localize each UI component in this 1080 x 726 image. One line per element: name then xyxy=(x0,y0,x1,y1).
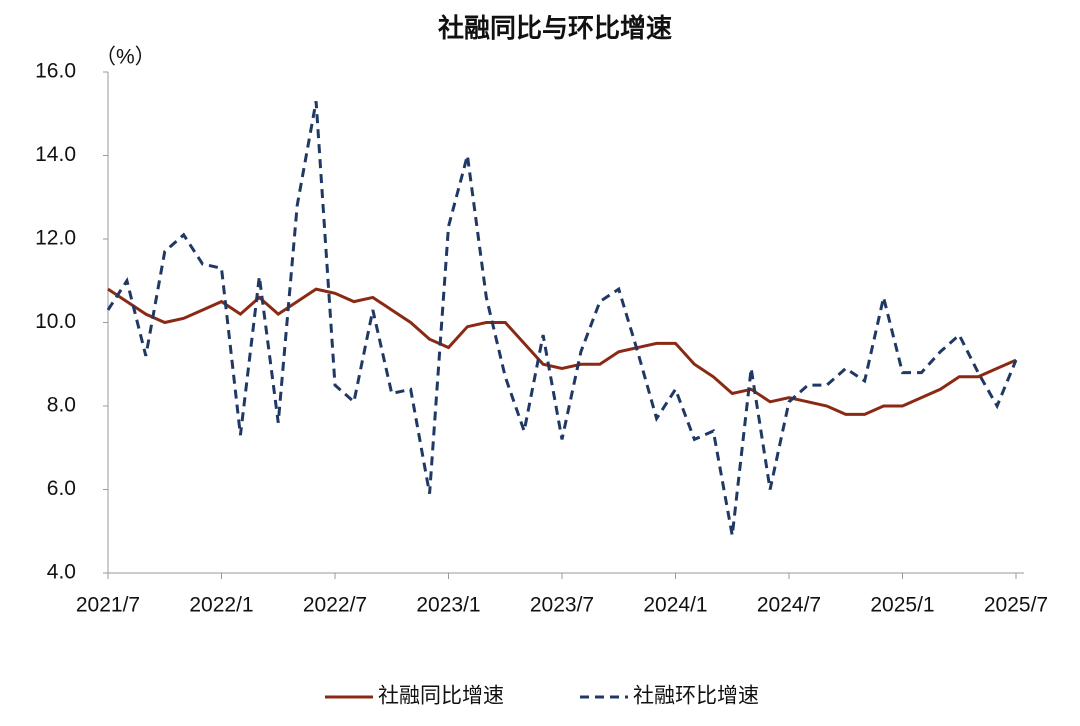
legend-label: 社融环比增速 xyxy=(633,685,759,708)
y-tick-label: 10.0 xyxy=(35,310,76,333)
x-tick-label: 2023/1 xyxy=(416,594,480,617)
y-tick-label: 12.0 xyxy=(35,227,76,250)
legend-label: 社融同比增速 xyxy=(378,685,504,708)
y-tick-label: 4.0 xyxy=(47,561,76,584)
x-tick-label: 2022/1 xyxy=(189,594,253,617)
x-tick-label: 2021/7 xyxy=(76,594,140,617)
y-tick-label: 8.0 xyxy=(47,394,76,417)
y-tick-label: 6.0 xyxy=(47,477,76,500)
x-tick-label: 2024/7 xyxy=(757,594,821,617)
x-tick-label: 2022/7 xyxy=(303,594,367,617)
x-tick-label: 2024/1 xyxy=(643,594,707,617)
x-tick-label: 2025/1 xyxy=(870,594,934,617)
y-tick-label: 16.0 xyxy=(35,60,76,83)
series-line xyxy=(106,100,1018,536)
series-line xyxy=(107,287,1017,416)
chart-title: 社融同比与环比增速 xyxy=(438,13,672,43)
x-tick-label: 2023/7 xyxy=(530,594,594,617)
y-unit: （%） xyxy=(95,46,156,69)
y-tick-label: 14.0 xyxy=(35,143,76,166)
x-tick-label: 2025/7 xyxy=(984,594,1048,617)
